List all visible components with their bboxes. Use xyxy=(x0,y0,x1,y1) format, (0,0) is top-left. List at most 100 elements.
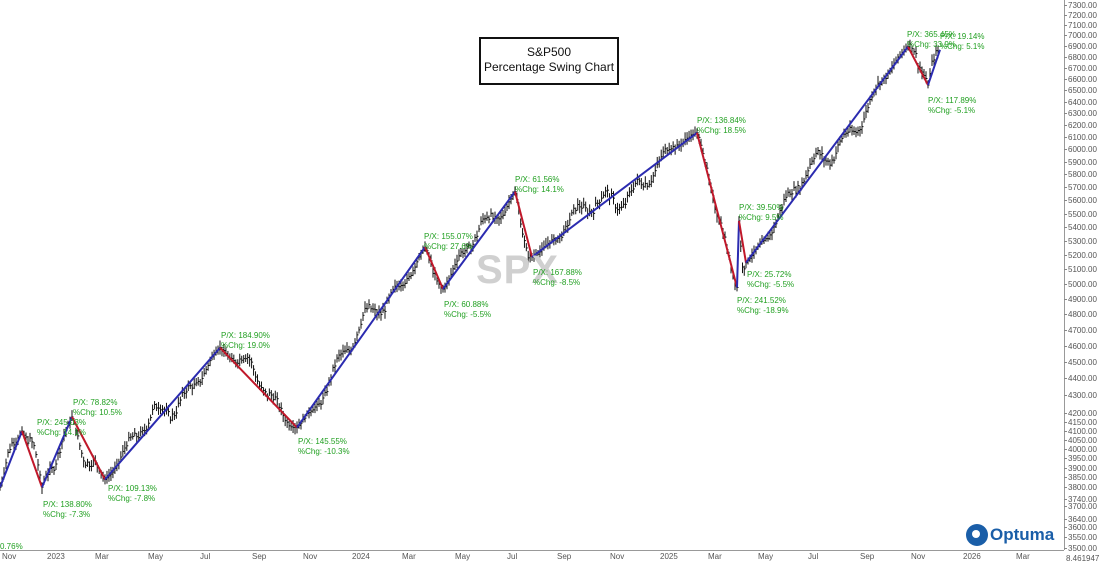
y-tick-label: 4150.00 xyxy=(1064,417,1097,427)
symbol-watermark: SPX xyxy=(476,248,560,292)
swing-annotation: P/X: 109.13% %Chg: -7.8% xyxy=(108,484,157,504)
pvx-label: P/X: 184.90% xyxy=(221,331,270,340)
y-tick-label: 3950.00 xyxy=(1064,454,1097,464)
pct-change-label: %Chg: -5.5% xyxy=(747,280,795,289)
y-tick-label: 5400.00 xyxy=(1064,223,1097,233)
pvx-label: P/X: 109.13% xyxy=(108,484,157,493)
x-tick-label: 2023 xyxy=(47,552,65,561)
y-tick-label: 4050.00 xyxy=(1064,435,1097,445)
swing-lines xyxy=(0,46,941,488)
swing-annotation: P/X: 365.45% %Chg: 33.9% xyxy=(907,30,956,50)
pct-change-label: %Chg: 5.1% xyxy=(940,42,985,51)
y-tick-label: 7000.00 xyxy=(1064,31,1097,41)
pvx-label: P/X: 78.82% xyxy=(73,398,118,407)
pct-change-label: %Chg: 19.0% xyxy=(221,341,270,350)
pct-change-label: %Chg: -10.3% xyxy=(298,447,350,456)
y-tick-label: 3600.00 xyxy=(1064,522,1097,532)
y-tick-label: 5600.00 xyxy=(1064,196,1097,206)
x-tick-label: Nov xyxy=(303,552,318,561)
x-tick-label: 2024 xyxy=(352,552,370,561)
pct-change-label: %Chg: 10.5% xyxy=(73,408,122,417)
x-tick-label: May xyxy=(758,552,774,561)
x-tick-label: 2026 xyxy=(963,552,981,561)
pvx-label: P/X: 241.52% xyxy=(737,296,786,305)
swing-annotation: P/X: 184.90% %Chg: 19.0% xyxy=(221,331,270,351)
pvx-label: P/X: 167.88% xyxy=(533,268,582,277)
pct-change-label: %Chg: -5.1% xyxy=(928,106,976,115)
y-tick-label: 7100.00 xyxy=(1064,21,1097,31)
pvx-label: P/X: 60.88% xyxy=(444,300,489,309)
swing-annotation: P/X: 167.88% %Chg: -8.5% xyxy=(533,268,582,288)
pvx-label: P/X: 19.14% xyxy=(940,32,985,41)
pvx-label: P/X: 365.45% xyxy=(907,30,956,39)
y-tick-label: 4000.00 xyxy=(1064,444,1097,454)
y-tick-label: 6100.00 xyxy=(1064,133,1097,143)
swing-annotation: P/X: 19.14% %Chg: 5.1% xyxy=(940,32,984,52)
x-tick-label: Jul xyxy=(808,552,819,561)
pvx-label: P/X: 136.84% xyxy=(697,116,746,125)
pct-change-label: %Chg: -8.5% xyxy=(533,278,581,287)
pct-change-label: %Chg: 14.1% xyxy=(515,185,564,194)
pvx-label: P/X: 117.89% xyxy=(928,96,977,105)
y-tick-label: 3550.00 xyxy=(1064,533,1097,543)
y-tick-label: 3700.00 xyxy=(1064,502,1097,512)
pct-change-label: %Chg: 33.9% xyxy=(907,40,956,49)
chart-title-box: S&P500 Percentage Swing Chart xyxy=(479,37,619,85)
y-tick-label: 5000.00 xyxy=(1064,280,1097,290)
pct-change-label: %Chg: -7.8% xyxy=(108,494,156,503)
x-tick-label: Mar xyxy=(402,552,416,561)
x-tick-label: 2025 xyxy=(660,552,678,561)
swing-annotation: P/X: 145.55% %Chg: -10.3% xyxy=(298,437,350,457)
price-plot xyxy=(0,39,941,494)
y-tick-label: 4800.00 xyxy=(1064,310,1097,320)
swing-annotation: P/X: 60.88% %Chg: -5.5% xyxy=(444,300,491,320)
y-tick-label: 4200.00 xyxy=(1064,408,1097,418)
x-tick-label: Sep xyxy=(252,552,267,561)
x-axis[interactable]: Nov 2023 Mar May Jul Sep Nov 2024 Mar May Jul Sep No… xyxy=(0,550,1064,565)
swing-annotation: P/X: 245.03% %Chg: 14.1% xyxy=(37,418,86,438)
pvx-label: P/X: 25.72% xyxy=(747,270,792,279)
swing-annotation: P/X: 138.80% %Chg: -7.3% xyxy=(43,500,92,520)
left-edge-value: 0.76% xyxy=(0,542,23,551)
pvx-label: P/X: 39.50% xyxy=(739,203,784,212)
swing-annotation: P/X: 117.89% %Chg: -5.1% xyxy=(928,96,976,116)
x-tick-label: Sep xyxy=(860,552,875,561)
corner-scale-value: 8.461947 xyxy=(1066,554,1100,563)
y-tick-label: 6900.00 xyxy=(1064,42,1097,52)
x-tick-label: May xyxy=(455,552,471,561)
swing-annotation: P/X: 155.07% %Chg: 27.6% xyxy=(424,232,473,252)
y-tick-label: 6500.00 xyxy=(1064,86,1097,96)
optuma-logo-icon xyxy=(966,524,988,546)
y-tick-label: 4100.00 xyxy=(1064,426,1097,436)
y-tick-label: 3740.00 xyxy=(1064,494,1097,504)
pct-change-label: %Chg: 27.6% xyxy=(424,242,473,251)
x-tick-label: Nov xyxy=(610,552,625,561)
y-tick-label: 6300.00 xyxy=(1064,109,1097,119)
y-tick-label: 5900.00 xyxy=(1064,157,1097,167)
y-tick-label: 3640.00 xyxy=(1064,514,1097,524)
y-tick-label: 4400.00 xyxy=(1064,374,1097,384)
y-tick-label: 3800.00 xyxy=(1064,482,1097,492)
y-axis[interactable]: 7300.00 7200.00 7100.00 7000.00 6900.00 6800.… xyxy=(1064,0,1100,553)
x-tick-label: Jul xyxy=(200,552,211,561)
optuma-logo: Optuma xyxy=(966,524,1054,546)
x-axis-line xyxy=(0,550,1064,551)
x-tick-label: Sep xyxy=(557,552,572,561)
y-tick-label: 6200.00 xyxy=(1064,121,1097,131)
x-tick-label: Nov xyxy=(911,552,926,561)
pvx-label: P/X: 245.03% xyxy=(37,418,86,427)
y-tick-label: 5500.00 xyxy=(1064,209,1097,219)
logo-text: Optuma xyxy=(990,525,1055,544)
y-tick-label: 4300.00 xyxy=(1064,391,1097,401)
pct-change-label: %Chg: 18.5% xyxy=(697,126,746,135)
y-tick-label: 7200.00 xyxy=(1064,10,1097,20)
y-tick-label: 6400.00 xyxy=(1064,97,1097,107)
y-tick-label: 5300.00 xyxy=(1064,236,1097,246)
x-tick-label: Nov xyxy=(2,552,17,561)
swing-annotation: P/X: 136.84% %Chg: 18.5% xyxy=(697,116,746,136)
pct-change-label: %Chg: 14.1% xyxy=(37,428,86,437)
x-tick-label: Mar xyxy=(95,552,109,561)
y-tick-label: 5800.00 xyxy=(1064,170,1097,180)
y-tick-label: 3900.00 xyxy=(1064,463,1097,473)
